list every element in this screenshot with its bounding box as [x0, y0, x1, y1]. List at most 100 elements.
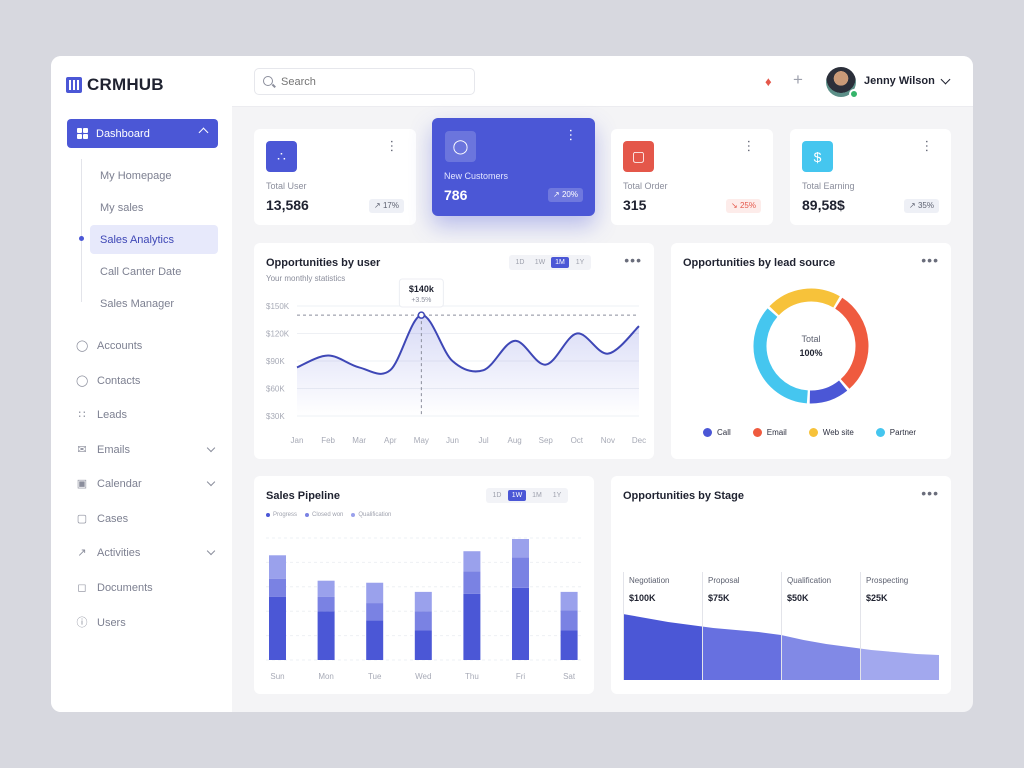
stage-area-chart: Negotiation $100K Proposal $75K Qualificatio… — [623, 572, 939, 680]
range-1d[interactable]: 1D — [515, 259, 525, 266]
range-1w[interactable]: 1W — [534, 259, 546, 266]
sidebar-item-calendar[interactable]: ▣ Calendar — [76, 474, 218, 494]
range-1d[interactable]: 1D — [492, 492, 502, 499]
sidebar-item-label: Dashboard — [96, 127, 150, 140]
user-name[interactable]: Jenny Wilson — [864, 75, 935, 87]
range-1y[interactable]: 1Y — [575, 259, 585, 266]
active-indicator — [79, 236, 84, 241]
card-subtitle: Your monthly statistics — [266, 274, 346, 283]
subitem-sales-analytics[interactable]: Sales Analytics — [90, 225, 218, 254]
donut-slice-call — [809, 380, 848, 404]
x-tick-label: Jul — [478, 436, 488, 445]
sidebar-item-label: Documents — [97, 582, 153, 594]
range-1m[interactable]: 1M — [532, 492, 542, 499]
user-icon: ◯ — [76, 340, 89, 352]
more-options-icon[interactable]: … — [745, 139, 761, 152]
more-options-icon[interactable]: … — [567, 128, 583, 141]
sales-pipeline-card: Sales Pipeline 1D 1W 1M 1Y Progress Close… — [254, 476, 594, 694]
range-1w[interactable]: 1W — [508, 490, 526, 501]
range-1y[interactable]: 1Y — [552, 492, 562, 499]
online-status-dot — [849, 89, 859, 99]
subitem-my-homepage[interactable]: My Homepage — [100, 169, 172, 182]
tooltip-change: +3.5% — [411, 297, 431, 304]
dashboard-icon — [77, 128, 88, 139]
avatar[interactable] — [826, 67, 859, 99]
stat-card-new-customers[interactable]: ◯ … New Customers 786 ↗ 20% — [432, 118, 595, 216]
sidebar-item-accounts[interactable]: ◯ Accounts — [76, 336, 218, 356]
legend-item: Qualification — [351, 512, 391, 518]
card-title: Sales Pipeline — [266, 490, 340, 502]
stat-label: Total User — [266, 181, 307, 191]
stage-amount: $100K — [629, 593, 656, 603]
range-selector: 1D 1W 1M 1Y — [486, 488, 568, 503]
stat-card-total-earning[interactable]: $ … Total Earning 89,58$ ↗ 35% — [790, 129, 951, 225]
bell-icon[interactable]: ♦ — [765, 74, 772, 89]
y-tick-label: $30K — [266, 412, 285, 421]
more-options-icon[interactable]: ••• — [921, 485, 939, 501]
legend-swatch — [875, 428, 885, 437]
sidebar-item-contacts[interactable]: ◯ Contacts — [76, 371, 218, 391]
chevron-down-icon — [206, 546, 216, 556]
legend-label: Web site — [822, 428, 854, 437]
sidebar-item-activities[interactable]: ↗ Activities — [76, 543, 218, 563]
bar-closed-won — [463, 571, 481, 594]
sidebar-item-leads[interactable]: ∷ Leads — [76, 405, 218, 425]
users-icon: ∴ — [266, 141, 297, 172]
stage-amount: $50K — [787, 593, 809, 603]
more-options-icon[interactable]: … — [388, 139, 404, 152]
briefcase-icon: ▢ — [76, 513, 88, 525]
x-tick-label: Fri — [516, 672, 526, 681]
app-window: CRMHUB Dashboard My Homepage My sales Sa… — [51, 56, 973, 712]
document-icon: ◻ — [77, 582, 87, 594]
chevron-up-icon — [198, 127, 209, 138]
stat-change-badge: ↗ 20% — [548, 188, 583, 202]
y-tick-label: $60K — [266, 385, 285, 394]
bar-qualification — [317, 580, 335, 597]
sidebar-item-documents[interactable]: ◻ Documents — [76, 578, 218, 598]
sidebar-item-cases[interactable]: ▢ Cases — [76, 509, 218, 529]
stat-label: Total Earning — [802, 181, 855, 191]
x-tick-label: Aug — [508, 436, 522, 445]
sidebar-item-emails[interactable]: ✉ Emails — [76, 440, 218, 460]
x-tick-label: Feb — [321, 436, 335, 445]
stage-area-qualification — [781, 635, 860, 680]
stage-label: Qualification — [787, 576, 831, 585]
x-tick-label: Jun — [446, 436, 459, 445]
x-tick-label: Nov — [601, 436, 615, 445]
stat-card-total-order[interactable]: ▢ … Total Order 315 ↘ 25% — [611, 129, 773, 225]
search-box[interactable] — [254, 68, 475, 95]
bar-qualification — [414, 591, 432, 612]
info-icon: ⓘ — [76, 617, 88, 629]
bar-qualification — [512, 539, 529, 558]
subitem-sales-manager[interactable]: Sales Manager — [100, 297, 174, 310]
search-input[interactable] — [281, 75, 461, 88]
card-title: Opportunities by user — [266, 257, 381, 269]
chevron-down-icon[interactable] — [940, 74, 951, 85]
stat-card-total-user[interactable]: ∴ … Total User 13,586 ↗ 17% — [254, 129, 416, 225]
stage-label: Prospecting — [866, 576, 908, 585]
stage-area-negotiation — [623, 614, 702, 680]
x-tick-label: Sat — [563, 672, 576, 681]
bar-closed-won — [560, 610, 578, 631]
more-options-icon[interactable]: … — [923, 139, 939, 152]
range-1m[interactable]: 1M — [551, 257, 569, 268]
subitem-my-sales[interactable]: My sales — [100, 201, 144, 214]
sidebar-item-label: Calendar — [97, 478, 142, 490]
legend-item: Progress — [266, 512, 297, 518]
calendar-icon: ▣ — [76, 478, 88, 490]
sidebar-item-dashboard[interactable]: Dashboard — [67, 119, 218, 148]
legend-swatch — [703, 428, 712, 437]
more-options-icon[interactable]: ••• — [624, 252, 642, 268]
bar-closed-won — [269, 578, 286, 597]
more-options-icon[interactable]: ••• — [921, 252, 939, 268]
legend-swatch — [305, 513, 310, 517]
stat-label: Total Order — [623, 181, 668, 191]
subitem-call-center-date[interactable]: Call Canter Date — [100, 265, 182, 278]
legend-item: Web site — [808, 428, 854, 437]
logo[interactable]: CRMHUB — [66, 75, 164, 95]
donut-slice-partner — [753, 308, 809, 404]
plus-icon[interactable]: + — [793, 70, 803, 89]
x-tick-label: Mar — [352, 436, 366, 445]
chevron-down-icon — [206, 443, 216, 453]
sidebar-item-users[interactable]: ⓘ Users — [76, 613, 218, 633]
